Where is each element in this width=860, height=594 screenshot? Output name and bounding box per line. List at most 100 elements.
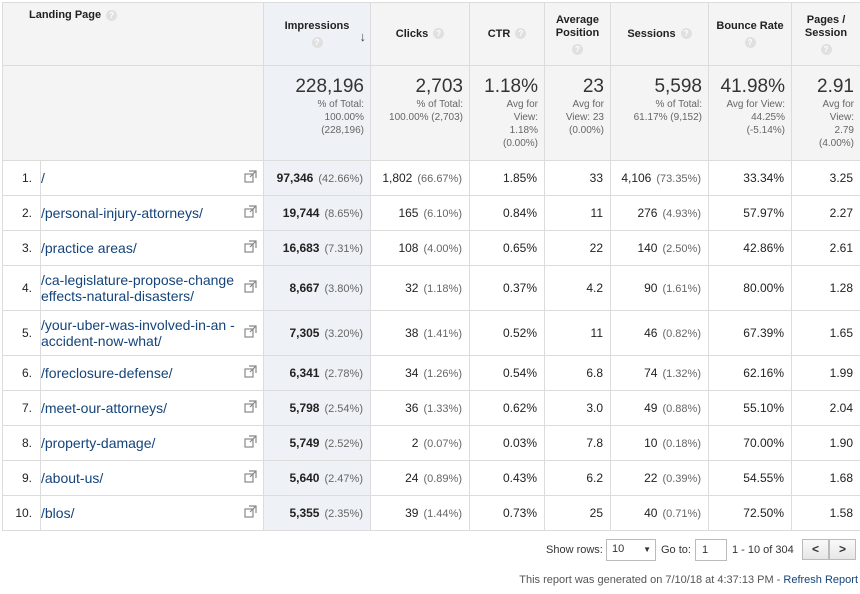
clicks-cell: 165 (6.10%)	[370, 195, 470, 231]
open-page-icon[interactable]	[244, 280, 257, 293]
open-page-icon[interactable]	[244, 505, 257, 518]
landing-page-cell: /blos/	[40, 495, 264, 531]
col-header-landing-page[interactable]: Landing Page?	[2, 2, 264, 66]
refresh-report-link[interactable]: Refresh Report	[783, 574, 858, 586]
clicks-cell: 34 (1.26%)	[370, 355, 470, 391]
landing-page-link[interactable]: /your-uber-was-involved-in-an -accident-…	[41, 317, 235, 349]
landing-page-cell: /ca-legislature-propose-change effects-n…	[40, 265, 264, 311]
col-header-pages-session[interactable]: Pages / Session ?	[791, 2, 860, 66]
next-page-button[interactable]: >	[829, 539, 856, 560]
total-clicks: 2,703 % of Total: 100.00% (2,703)	[370, 65, 470, 161]
landing-page-link[interactable]: /foreclosure-defense/	[41, 365, 173, 381]
impressions-cell: 5,640 (2.47%)	[263, 460, 371, 496]
bounce-rate-cell: 70.00%	[708, 425, 792, 461]
landing-page-link[interactable]: /ca-legislature-propose-change effects-n…	[41, 272, 235, 304]
open-page-icon[interactable]	[244, 365, 257, 378]
open-page-icon[interactable]	[244, 435, 257, 448]
help-icon[interactable]: ?	[680, 28, 692, 40]
landing-page-link[interactable]: /personal-injury-attorneys/	[41, 205, 203, 221]
position-cell: 33	[544, 160, 611, 196]
row-number: 3.	[2, 230, 41, 266]
position-cell: 7.8	[544, 425, 611, 461]
col-header-clicks[interactable]: Clicks?	[370, 2, 470, 66]
table-row: 5./your-uber-was-involved-in-an -acciden…	[2, 310, 860, 356]
help-icon[interactable]: ?	[572, 43, 583, 55]
sessions-cell: 46 (0.82%)	[610, 310, 709, 356]
landing-page-link[interactable]: /	[41, 170, 45, 186]
impressions-cell: 5,355 (2.35%)	[263, 495, 371, 531]
landing-page-cell: /practice areas/	[40, 230, 264, 266]
open-page-icon[interactable]	[244, 325, 257, 338]
pages-session-cell: 1.28	[791, 265, 860, 311]
position-cell: 3.0	[544, 390, 611, 426]
header-row: Landing Page? Impressions ? ↓ Clicks? CT…	[2, 2, 860, 66]
ctr-cell: 0.03%	[469, 425, 545, 461]
landing-page-cell: /meet-our-attorneys/	[40, 390, 264, 426]
landing-page-cell: /personal-injury-attorneys/	[40, 195, 264, 231]
col-header-bounce-rate[interactable]: Bounce Rate ?	[708, 2, 792, 66]
row-number: 2.	[2, 195, 41, 231]
table-row: 3./practice areas/16,683 (7.31%) 108 (4.00%…	[2, 230, 860, 266]
open-page-icon[interactable]	[244, 240, 257, 253]
help-icon[interactable]: ?	[106, 9, 118, 21]
landing-page-link[interactable]: /practice areas/	[41, 240, 137, 256]
impressions-cell: 19,744 (8.65%)	[263, 195, 371, 231]
impressions-cell: 6,341 (2.78%)	[263, 355, 371, 391]
total-pages-session: 2.91 Avg for View: 2.79 (4.00%)	[791, 65, 860, 161]
landing-page-cell: /property-damage/	[40, 425, 264, 461]
help-icon[interactable]: ?	[744, 37, 756, 48]
pages-session-cell: 2.04	[791, 390, 860, 426]
clicks-cell: 2 (0.07%)	[370, 425, 470, 461]
clicks-cell: 38 (1.41%)	[370, 310, 470, 356]
pages-session-cell: 2.61	[791, 230, 860, 266]
impressions-cell: 5,798 (2.54%)	[263, 390, 371, 426]
col-header-sessions[interactable]: Sessions?	[610, 2, 709, 66]
row-number: 4.	[2, 265, 41, 311]
landing-page-cell: /foreclosure-defense/	[40, 355, 264, 391]
landing-page-link[interactable]: /blos/	[41, 505, 75, 521]
show-rows-label: Show rows:	[546, 544, 603, 556]
clicks-cell: 39 (1.44%)	[370, 495, 470, 531]
landing-page-cell: /about-us/	[40, 460, 264, 496]
help-icon[interactable]: ?	[820, 43, 832, 55]
pages-session-cell: 1.65	[791, 310, 860, 356]
table-row: 9./about-us/5,640 (2.47%) 24 (0.89%) 0.43% 6.…	[2, 460, 860, 496]
pages-session-cell: 1.99	[791, 355, 860, 391]
goto-page-input[interactable]: 1	[695, 539, 727, 561]
open-page-icon[interactable]	[244, 470, 257, 483]
ctr-cell: 0.43%	[469, 460, 545, 496]
sessions-cell: 140 (2.50%)	[610, 230, 709, 266]
show-rows-select[interactable]: 10 ▼	[606, 539, 656, 561]
ctr-cell: 0.65%	[469, 230, 545, 266]
pages-session-cell: 1.68	[791, 460, 860, 496]
row-number: 6.	[2, 355, 41, 391]
col-header-average-position[interactable]: Average Position ?	[544, 2, 611, 66]
help-icon[interactable]: ?	[515, 28, 527, 40]
caret-down-icon: ▼	[643, 545, 651, 554]
sessions-cell: 4,106 (73.35%)	[610, 160, 709, 196]
ctr-cell: 0.37%	[469, 265, 545, 311]
ctr-cell: 0.54%	[469, 355, 545, 391]
landing-page-link[interactable]: /property-damage/	[41, 435, 156, 451]
total-bounce-rate: 41.98% Avg for View: 44.25% (-5.14%)	[708, 65, 792, 161]
open-page-icon[interactable]	[244, 400, 257, 413]
sessions-cell: 22 (0.39%)	[610, 460, 709, 496]
landing-page-link[interactable]: /about-us/	[41, 470, 104, 486]
totals-row: 228,196 % of Total: 100.00% (228,196) 2,…	[2, 65, 860, 161]
open-page-icon[interactable]	[244, 205, 257, 218]
help-icon[interactable]: ?	[433, 28, 445, 40]
previous-page-button[interactable]: <	[802, 539, 829, 560]
col-header-impressions[interactable]: Impressions ? ↓	[263, 2, 371, 66]
col-header-ctr[interactable]: CTR?	[469, 2, 545, 66]
open-page-icon[interactable]	[244, 170, 257, 183]
ctr-cell: 0.62%	[469, 390, 545, 426]
landing-page-link[interactable]: /meet-our-attorneys/	[41, 400, 168, 416]
pages-session-cell: 3.25	[791, 160, 860, 196]
pages-session-cell: 1.58	[791, 495, 860, 531]
help-icon[interactable]: ?	[311, 37, 323, 48]
sessions-cell: 49 (0.88%)	[610, 390, 709, 426]
total-ctr: 1.18% Avg for View: 1.18% (0.00%)	[469, 65, 545, 161]
clicks-cell: 36 (1.33%)	[370, 390, 470, 426]
ctr-cell: 0.52%	[469, 310, 545, 356]
position-cell: 4.2	[544, 265, 611, 311]
